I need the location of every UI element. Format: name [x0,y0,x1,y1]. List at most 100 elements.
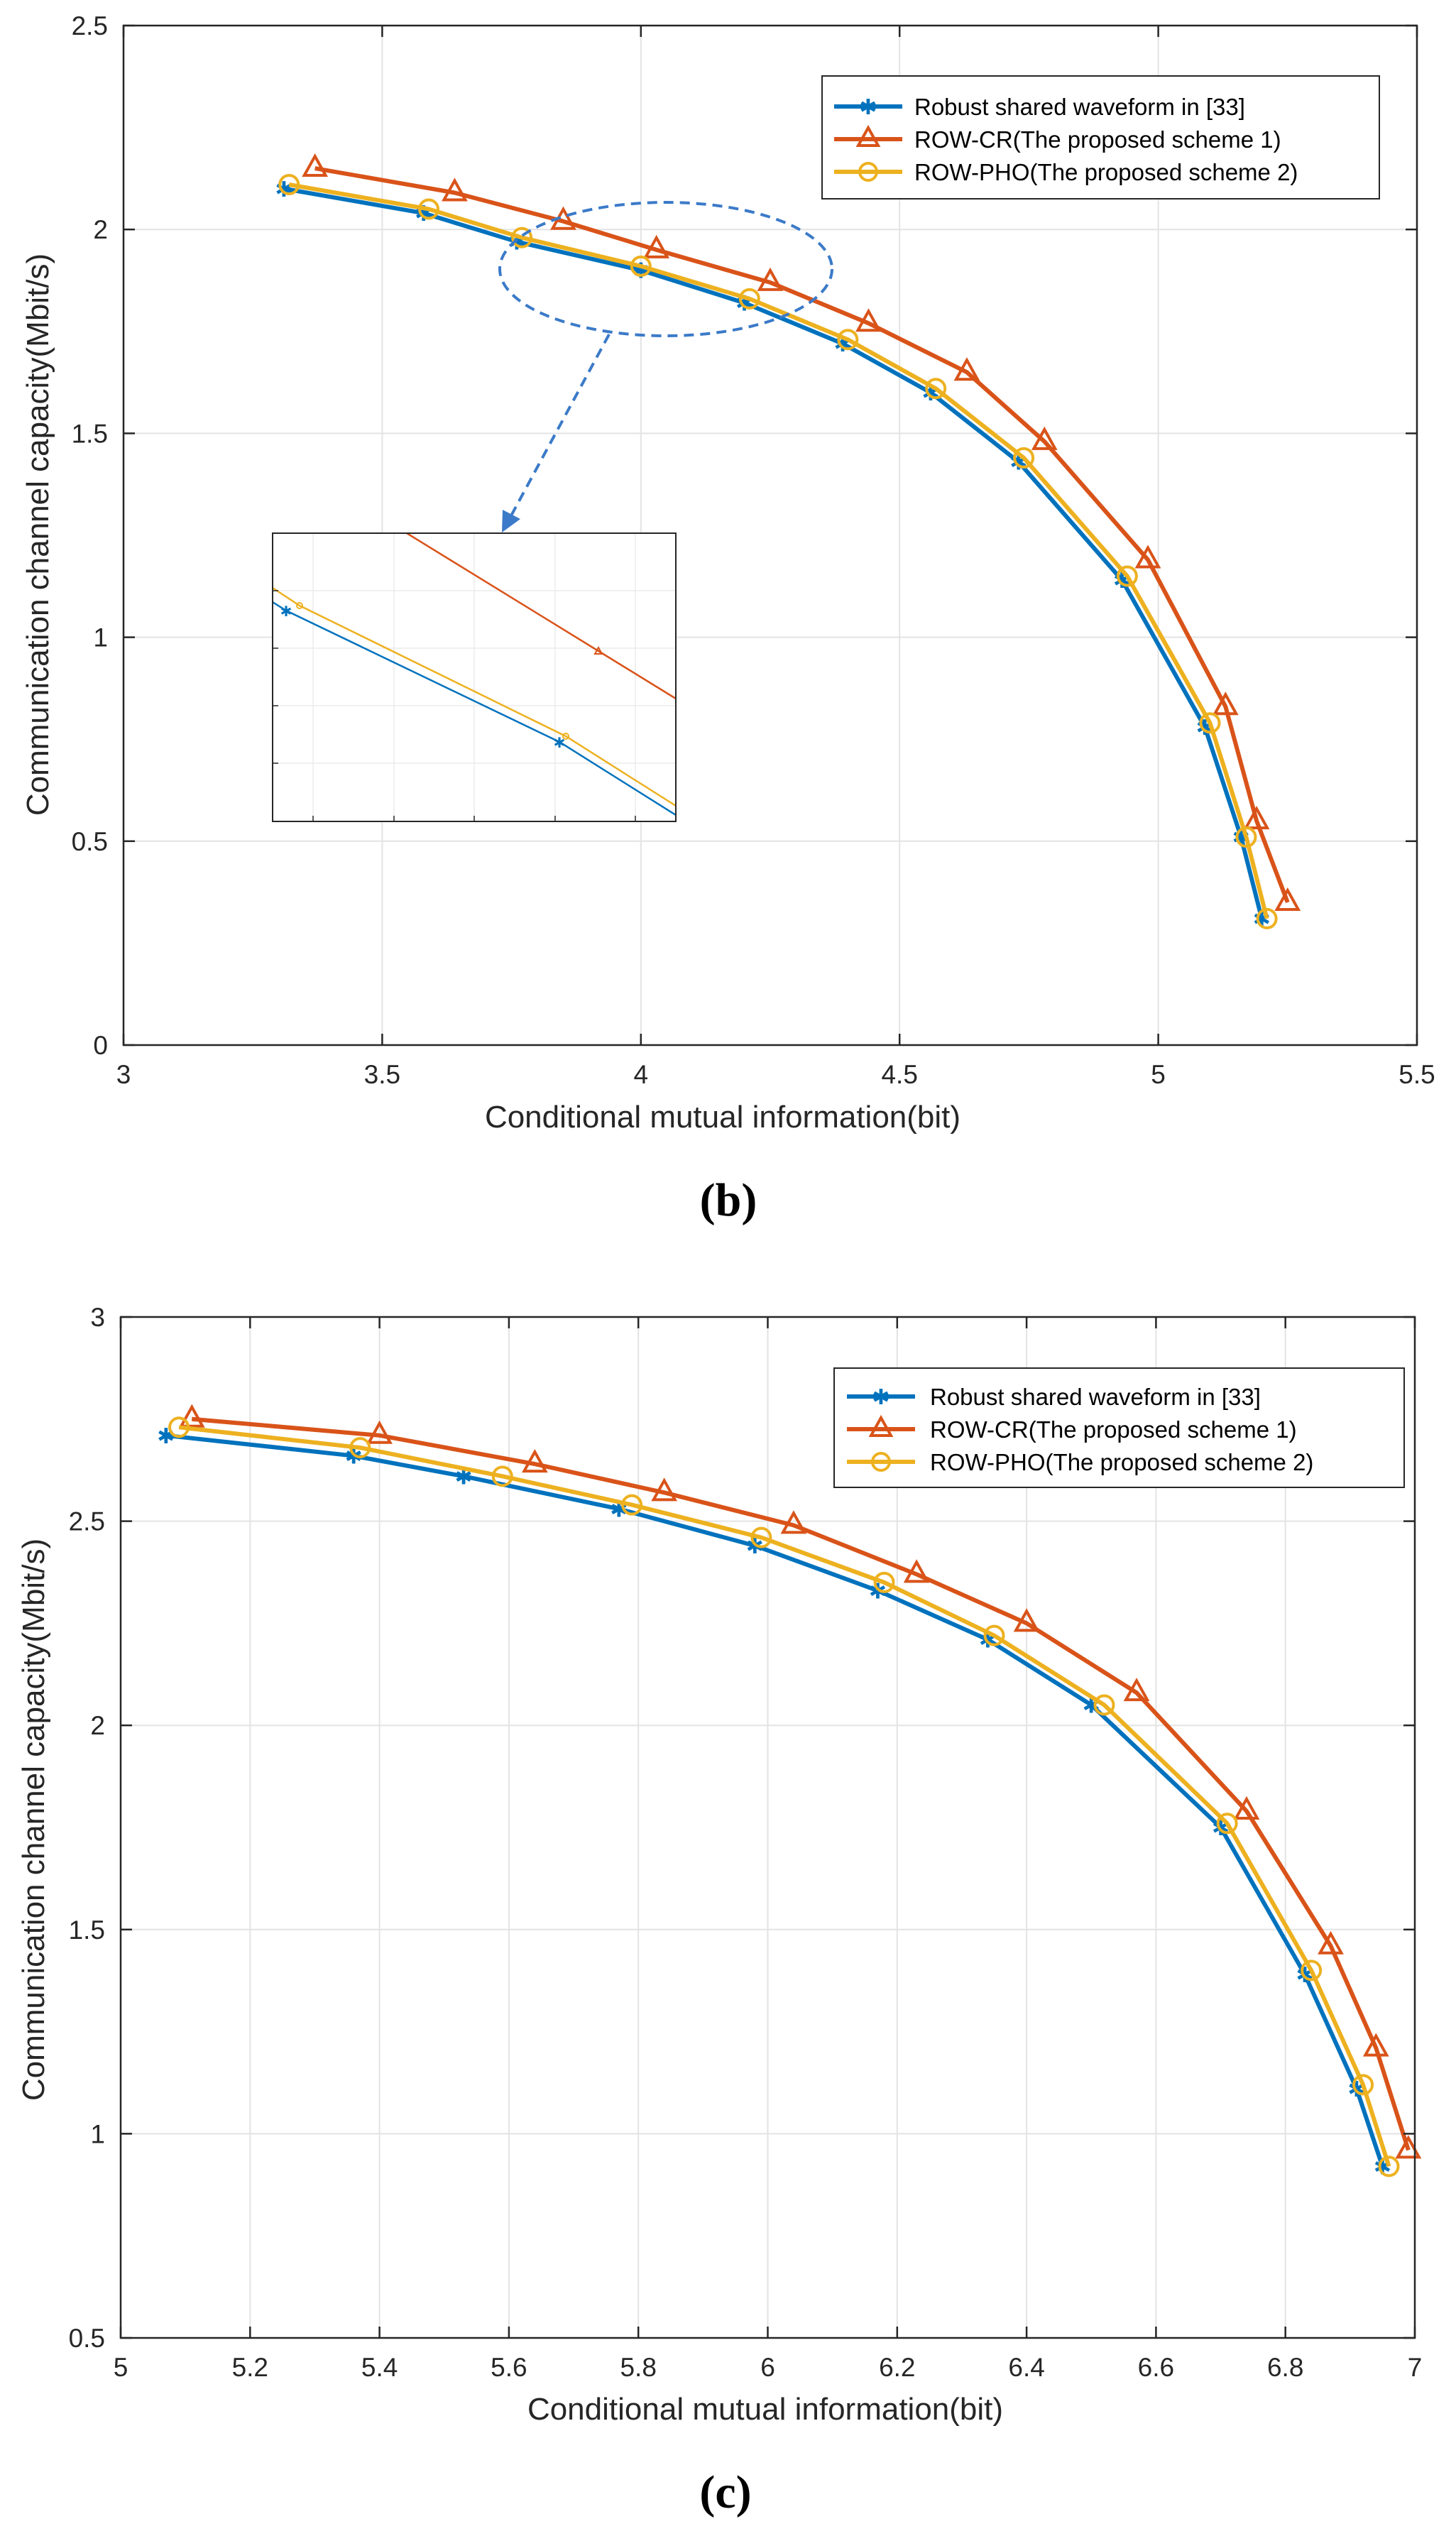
chart-b-x-tick-label: 3.5 [364,1060,400,1089]
chart-b-point-row-cr [442,177,468,202]
chart-b-inset-marker-row-pho-2 [562,733,569,740]
chart-b-point-row-pho [511,226,533,248]
chart-b-point-robust: ✱ [275,178,292,202]
chart-c-y-tick-label: 2.5 [69,1507,105,1536]
chart-b-x-tick-label: 4 [634,1060,649,1089]
chart-c-tick-labels: 5 5.2 5.4 5.6 5.8 6 6.2 6.4 6.6 6.8 7 0.5 1 1.5 2 2.5 3 [69,1303,1423,2382]
chart-b-zoom-arrowhead [502,510,520,532]
chart-b-point-row-pho [1013,447,1035,469]
chart-c-point-row-cr [1013,1608,1040,1632]
chart-b-point-row-cr [1274,887,1301,911]
circle-marker-icon [871,1452,891,1472]
chart-c-point-row-pho [621,1494,643,1516]
chart-c-y-tick-label: 1 [90,2119,105,2148]
chart-c-point-row-cr [1318,1930,1344,1955]
chart-b-inset-marker-row-pho [296,602,303,609]
chart-c-point-row-cr [1362,2033,1389,2057]
chart-c-legend-item-row-cr: ROW-CR(The proposed scheme 1) [847,1414,1297,1443]
chart-b-legend-item-row-cr: ROW-CR(The proposed scheme 1) [834,124,1281,153]
chart-c-point-row-pho [983,1624,1005,1646]
chart-b-y-tick-label: 2 [93,215,108,244]
chart-c-x-tick-label: 6 [760,2353,775,2382]
chart-b-inset-line-robust [272,601,677,816]
chart-b-y-axis-label: Communication channel capacity(Mbit/s) [21,253,55,816]
chart-b-y-tick-label: 2.5 [72,11,108,40]
chart-b-line-robust [283,186,1264,919]
chart-c-x-tick-label: 5.8 [620,2353,656,2382]
chart-b-legend: ✱ Robust shared waveform in [33] ROW-CR(… [821,75,1380,200]
triangle-marker-icon [868,1414,894,1437]
chart-c-y-tick-label: 0.5 [69,2324,105,2353]
chart-c-point-robust: ✱ [157,1425,175,1448]
chart-c-x-tick-label: 7 [1408,2353,1423,2382]
chart-c-caption: (c) [699,2466,751,2518]
chart-b-inset-line-row-pho [272,586,677,807]
chart-b-point-row-pho [738,288,760,310]
chart-b-legend-item-row-pho: ROW-PHO(The proposed scheme 2) [834,159,1298,185]
chart-c-x-tick-label: 6.6 [1138,2353,1174,2382]
chart-c-ticks [119,1316,1416,2339]
asterisk-marker-icon: ✱ [859,96,877,119]
chart-c-legend-label-robust: Robust shared waveform in [33] [930,1384,1261,1410]
chart-c-point-row-pho [1093,1694,1115,1716]
chart-b-point-row-pho [1235,826,1257,848]
chart-c-point-row-pho [1216,1813,1238,1835]
chart-b-y-tick-label: 1.5 [72,419,108,448]
chart-b-series: ✱✱✱✱✱✱✱✱✱✱✱✱ [275,153,1301,931]
chart-c-y-tick-label: 3 [90,1303,105,1332]
chart-b-ticks [122,24,1418,1046]
chart-c-series: ✱✱✱✱✱✱✱✱✱✱✱✱ [157,1404,1422,2179]
chart-b-point-row-pho [278,174,300,196]
chart-b-point-row-pho [630,255,652,277]
chart-b-inset-marker-robust: ✱ [280,604,292,620]
chart-c-point-row-pho [750,1526,772,1548]
chart-c-legend-item-row-pho: ROW-PHO(The proposed scheme 2) [847,1449,1313,1475]
chart-b-line-row-cr [314,166,1290,904]
chart-b: ✱✱✱✱✱✱✱✱✱✱✱✱ 3 3.5 4 4.5 5 5.500.511.522.5 ✱ [21,11,1435,1226]
chart-c-point-row-pho [168,1416,190,1438]
chart-c-series-row-pho [168,1416,1400,2177]
chart-c-point-row-cr [1395,2135,1422,2159]
chart-c-line-row-cr [192,1416,1411,2151]
chart-c-x-tick-label: 5.6 [491,2353,527,2382]
chart-c-x-tick-label: 5 [114,2353,128,2382]
chart-c-point-row-cr [366,1420,393,1444]
chart-c-point-row-cr [1233,1796,1260,1820]
chart-c-y-tick-label: 2 [90,1711,105,1740]
chart-b-zoom-ellipse [498,201,833,337]
chart-b-inset-grid [273,533,676,821]
chart-b-tick-labels: 3 3.5 4 4.5 5 5.5 0 0.5 1 1.5 2 2.5 [72,11,1435,1089]
chart-b-point-row-cr [953,357,980,381]
chart-b-inset-ticks [273,590,636,821]
chart-b-zoom-arrow-line [508,334,611,519]
chart-b-point-row-pho [1116,565,1138,587]
chart-b-point-row-cr [1243,805,1270,830]
chart-b-point-row-cr [855,308,882,332]
chart-c-legend-label-row-pho: ROW-PHO(The proposed scheme 2) [930,1449,1313,1475]
triangle-marker-icon [855,124,881,147]
chart-c-y-tick-label: 1.5 [69,1915,105,1945]
chart-c-x-axis-label: Conditional mutual information(bit) [527,2392,1003,2427]
chart-b-x-tick-label: 5 [1151,1060,1166,1089]
chart-b-y-tick-label: 0.5 [72,827,108,856]
chart-b-plot-frame [122,24,1418,1046]
chart-b-point-row-pho [417,198,439,220]
chart-c-x-tick-label: 5.4 [361,2353,398,2382]
chart-b-point-row-cr [643,234,670,258]
chart-b-point-row-cr [302,153,329,177]
chart-c-y-axis-label: Communication channel capacity(Mbit/s) [16,1538,51,2101]
chart-c-point-row-cr [1123,1678,1150,1702]
chart-b-legend-label-robust: Robust shared waveform in [33] [914,94,1245,120]
chart-c-point-row-pho [1352,2074,1374,2096]
chart-c-point-row-pho [1301,1960,1323,1982]
chart-b-point-row-cr [1031,426,1058,450]
chart-b-point-row-pho [837,329,859,351]
chart-c-point-row-cr [780,1510,807,1534]
chart-b-inset-marker-row-cr [593,645,603,655]
chart-c-point-row-cr [651,1477,678,1502]
chart-c-point-row-cr [521,1448,548,1473]
circle-marker-icon [858,162,878,182]
chart-b-inset-marker-robust-2: ✱ [554,736,566,751]
